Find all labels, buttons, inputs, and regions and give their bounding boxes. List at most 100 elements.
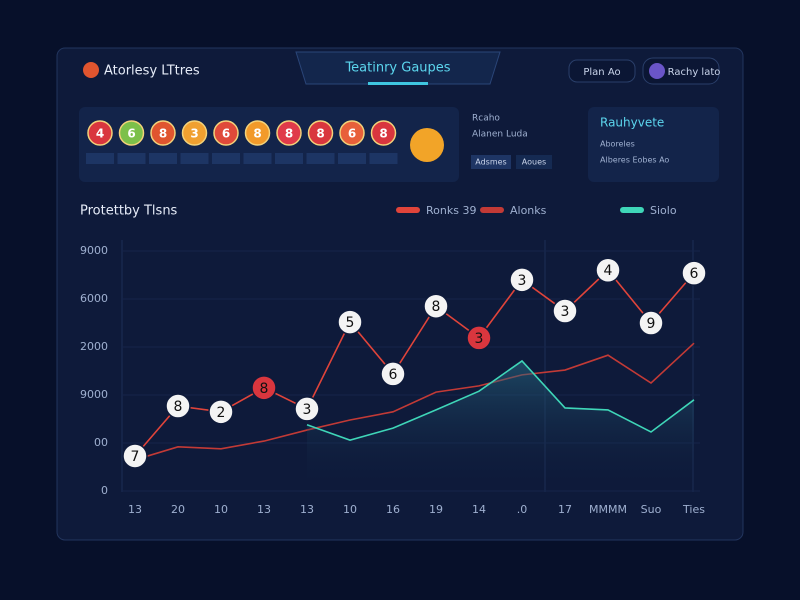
marker [423,293,449,319]
ball [370,120,397,146]
marker [638,310,664,336]
chip [275,153,303,164]
marker-label: 6 [389,367,398,383]
x-tick-label: Suo [641,503,662,516]
chip [117,153,146,164]
x-tick-label: 14 [472,503,486,516]
marker [251,375,277,401]
ball-number: 6 [222,127,230,141]
ball [276,120,302,146]
middle-title: Rcaho [472,114,500,124]
ball [213,120,239,146]
y-tick-label: 9000 [80,244,108,257]
ball-number: 8 [253,127,261,141]
plan-button[interactable] [568,59,636,83]
button[interactable] [516,155,552,169]
marker-label: 3 [518,273,527,289]
button-label[interactable]: Aoues [522,158,546,167]
x-tick-label: 19 [429,503,443,516]
x-tick-label: 20 [171,503,185,516]
marker [165,393,191,419]
x-tick-label: 10 [343,503,357,516]
ball-number: 8 [159,127,167,141]
y-tick-label: 00 [94,436,108,449]
marker [208,399,234,425]
marker-label: 6 [690,266,699,282]
ball [87,120,113,146]
chip [369,153,398,164]
marker [552,298,578,324]
y-tick-label: 0 [101,484,108,497]
right-title: Rauhyvete [600,116,664,130]
marker-label: 4 [604,263,613,279]
marker-label: 3 [561,304,570,320]
marker-label: 8 [432,299,441,315]
marker [466,325,492,351]
marker-label: 2 [217,405,226,421]
marker-label: 8 [174,399,183,415]
button[interactable] [471,155,511,169]
ball-number: 8 [285,127,293,141]
legend-swatch [620,207,644,213]
user-chip[interactable] [642,57,720,85]
x-tick-label: 13 [300,503,314,516]
legend-label: Ronks 39 [426,204,476,217]
ball [181,120,208,146]
ball [244,120,271,146]
user-name[interactable]: Rachy lato [668,67,721,78]
logo-icon [83,62,99,78]
marker [337,309,363,335]
ball-number: 3 [190,127,198,141]
y-tick-label: 2000 [80,340,108,353]
chip [306,153,335,164]
x-tick-label: 10 [214,503,228,516]
series-line [134,342,695,461]
ball [339,120,365,146]
marker [380,361,406,387]
series-line [306,359,695,441]
tab-underline [368,82,428,85]
x-tick-label: .0 [517,503,528,516]
x-tick-label: 17 [558,503,572,516]
marker [595,257,621,283]
tab-label[interactable]: Teatinry Gaupes [344,61,450,76]
tab[interactable] [295,51,501,85]
marker [509,267,535,293]
legend-label: Siolo [650,204,677,217]
marker-label: 8 [260,381,269,397]
right-panel [588,107,719,182]
marker-label: 5 [346,315,355,331]
chip [243,153,272,164]
middle-panel [464,107,574,182]
ball-number: 6 [348,127,356,141]
marker-label: 7 [131,449,140,465]
ball [118,120,145,146]
button-label[interactable]: Adsmes [475,158,506,167]
legend-label: Alonks [510,204,547,217]
chip [86,153,114,164]
x-tick-label: 13 [257,503,271,516]
balls: 4 6 8 3 6 8 8 8 6 8 [86,120,398,164]
legend-swatch [480,207,504,213]
right-line: Aboreles [600,140,635,149]
y-tick-label: 6000 [80,292,108,305]
x-tick-label: 16 [386,503,400,516]
right-line: Alberes Eobes Ao [600,156,669,165]
marker [122,443,148,469]
plan-button-label[interactable]: Plan Ao [583,67,620,78]
marker [294,396,320,422]
ball-number: 6 [127,127,135,141]
x-tick-label: MMMM [589,503,627,516]
ball [150,120,176,146]
marker-label: 3 [475,331,484,347]
ball [307,120,334,146]
x-tick-label: 13 [128,503,142,516]
marker-label: 9 [647,316,656,332]
ball-number: 4 [96,127,104,141]
chip [338,153,366,164]
marker-label: 3 [303,402,312,418]
ball-number: 8 [379,127,387,141]
